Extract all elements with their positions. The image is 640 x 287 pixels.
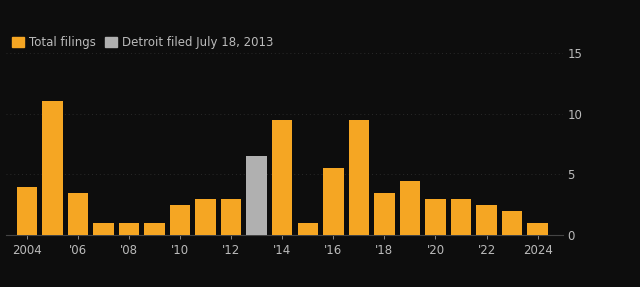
Bar [68, 193, 88, 235]
Bar [195, 199, 216, 235]
Bar [400, 181, 420, 235]
Bar [374, 193, 395, 235]
Bar [17, 187, 37, 235]
Legend: Total filings, Detroit filed July 18, 2013: Total filings, Detroit filed July 18, 20… [12, 36, 273, 49]
Bar [272, 120, 292, 235]
Bar [145, 223, 164, 235]
Bar [298, 223, 318, 235]
Bar [476, 205, 497, 235]
Bar [246, 156, 267, 235]
Bar [527, 223, 548, 235]
Bar [425, 199, 445, 235]
Bar [42, 101, 63, 235]
Bar [349, 120, 369, 235]
Bar [451, 199, 471, 235]
Bar [323, 168, 344, 235]
Bar [119, 223, 140, 235]
Bar [502, 211, 522, 235]
Bar [170, 205, 190, 235]
Bar [221, 199, 241, 235]
Bar [93, 223, 114, 235]
